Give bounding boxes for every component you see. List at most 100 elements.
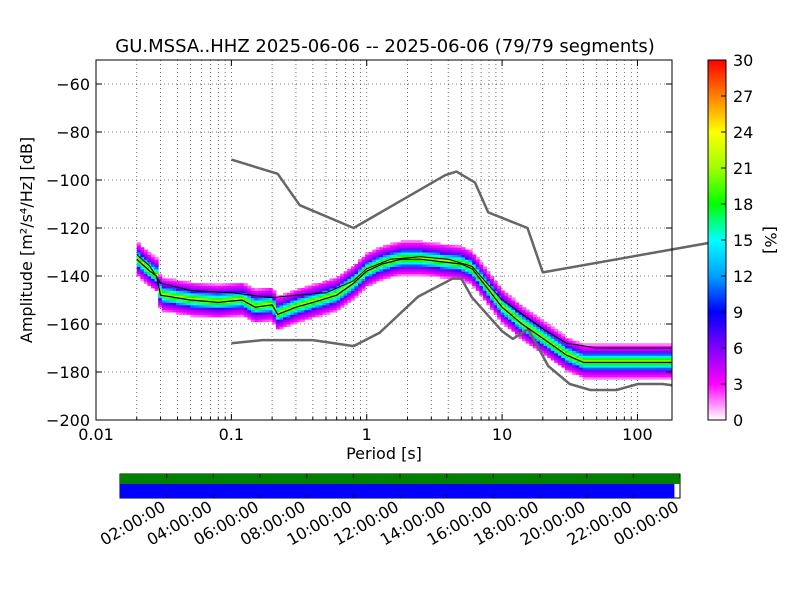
heatmap-cell [215, 309, 220, 313]
heatmap-cell [168, 300, 173, 303]
heatmap-cell [664, 355, 669, 359]
heatmap-cell [440, 264, 445, 267]
heatmap-cell [507, 304, 512, 308]
heatmap-cell [293, 292, 298, 296]
heatmap-cell [379, 264, 384, 267]
heatmap-cell [254, 312, 259, 315]
heatmap-cell [393, 271, 398, 275]
heatmap-cell [632, 362, 637, 366]
heatmap-cell [525, 336, 530, 339]
heatmap-cell [486, 271, 491, 275]
heatmap-cell [432, 273, 437, 277]
heatmap-cell [211, 292, 216, 296]
heatmap-cell [500, 290, 505, 294]
heatmap-cell [386, 276, 391, 279]
heatmap-cell [283, 324, 288, 327]
heatmap-cell [218, 307, 223, 311]
heatmap-cell [486, 302, 491, 306]
heatmap-cell [240, 307, 245, 311]
heatmap-cell [393, 242, 398, 246]
heatmap-cell [422, 254, 427, 258]
heatmap-cell [158, 300, 163, 303]
heatmap-cell [308, 302, 313, 306]
heatmap-cell [218, 292, 223, 296]
heatmap-cell [436, 247, 441, 251]
heatmap-cell [465, 271, 470, 275]
heatmap-cell [175, 290, 181, 294]
heatmap-cell [240, 314, 245, 318]
heatmap-cell [390, 264, 395, 267]
heatmap-cell [568, 360, 573, 363]
heatmap-cell [240, 302, 245, 306]
heatmap-cell [597, 343, 602, 347]
heatmap-cell [258, 312, 263, 315]
heatmap-cell [422, 271, 427, 275]
heatmap-cell [258, 314, 263, 318]
heatmap-cell [193, 304, 198, 308]
heatmap-cell [382, 264, 388, 267]
heatmap-cell [429, 249, 434, 253]
heatmap-cell [365, 276, 370, 279]
heatmap-cell [208, 302, 213, 306]
heatmap-cell [636, 348, 641, 351]
heatmap-cell [422, 252, 427, 255]
heatmap-cell [643, 376, 648, 380]
heatmap-cell [547, 326, 552, 330]
heatmap-cell [340, 288, 345, 291]
heatmap-cell [154, 278, 159, 282]
heatmap-cell [322, 295, 327, 299]
heatmap-cell [447, 276, 452, 279]
colorbar-tick-label: 0 [733, 411, 743, 430]
heatmap-cell [457, 259, 462, 263]
heatmap-cell [143, 249, 148, 253]
heatmap-cell [190, 292, 195, 296]
heatmap-cell [143, 254, 148, 258]
heatmap-cell [436, 244, 441, 248]
heatmap-cell [664, 350, 669, 354]
heatmap-cell [211, 288, 216, 291]
heatmap-cell [425, 264, 430, 267]
heatmap-cell [379, 268, 384, 272]
heatmap-cell [575, 362, 580, 366]
heatmap-cell [639, 348, 644, 351]
heatmap-cell [661, 372, 666, 375]
heatmap-cell [261, 300, 266, 303]
data-coverage-bar [120, 474, 680, 484]
heatmap-cell [400, 261, 405, 265]
heatmap-cell [532, 343, 537, 347]
psd-coverage-bar [120, 484, 675, 498]
heatmap-cell [550, 357, 555, 361]
heatmap-cell [215, 283, 220, 287]
heatmap-cell [550, 348, 555, 351]
heatmap-cell [668, 355, 673, 359]
heatmap-cell [333, 295, 338, 299]
heatmap-cell [557, 362, 562, 366]
heatmap-cell [236, 290, 241, 294]
heatmap-cell [168, 280, 173, 284]
heatmap-cell [543, 326, 548, 330]
heatmap-cell [193, 292, 198, 296]
heatmap-cell [497, 307, 502, 311]
heatmap-cell [250, 319, 256, 323]
heatmap-cell [490, 276, 495, 279]
heatmap-cell [204, 283, 209, 287]
heatmap-cell [254, 307, 259, 311]
heatmap-cell [293, 316, 298, 320]
heatmap-cell [529, 343, 534, 347]
heatmap-cell [465, 259, 470, 263]
heatmap-cell [622, 350, 627, 354]
heatmap-cell [486, 280, 491, 284]
heatmap-cell [250, 316, 256, 320]
heatmap-cell [361, 256, 366, 260]
heatmap-cell [211, 285, 216, 289]
heatmap-cell [400, 252, 405, 255]
heatmap-cell [543, 343, 548, 347]
heatmap-cell [193, 314, 198, 318]
heatmap-cell [386, 247, 391, 251]
heatmap-cell [600, 364, 605, 368]
heatmap-cell [479, 261, 484, 265]
heatmap-cell [664, 357, 669, 361]
heatmap-cell [618, 374, 623, 378]
heatmap-cell [168, 297, 173, 301]
heatmap-cell [215, 297, 220, 301]
